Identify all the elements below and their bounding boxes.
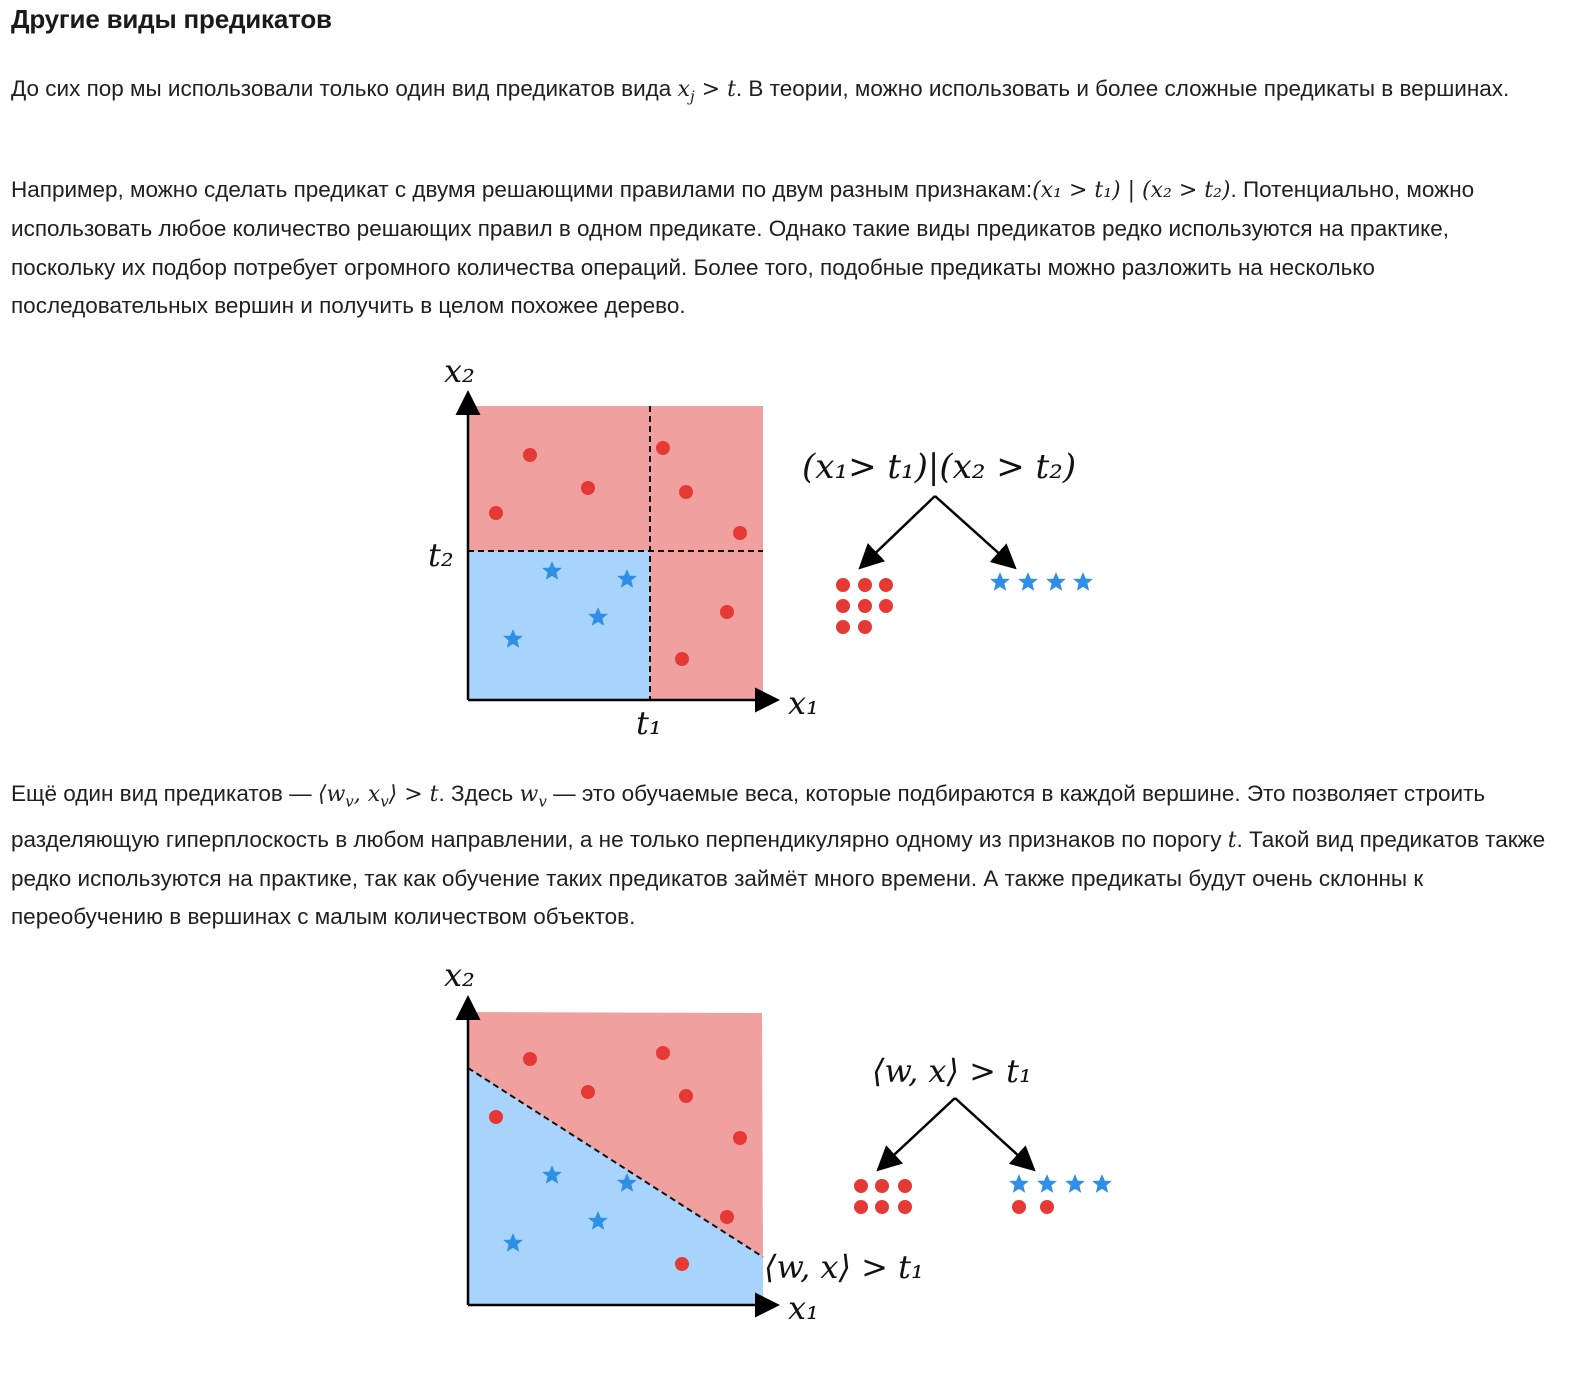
formula-weights: wv — [519, 782, 547, 811]
formula-xj: xj > t — [677, 77, 736, 106]
figure1-t2-label: t₂ — [428, 536, 454, 574]
figure1-t1-label: t₁ — [636, 704, 662, 742]
figure2-red-points — [489, 1046, 747, 1271]
formula-threshold: t — [1227, 827, 1237, 853]
paragraph-3-text-a: Ещё один вид предикатов — — [11, 781, 318, 806]
figure2-tree-edges — [876, 1097, 1036, 1172]
paragraph-3: Ещё один вид предикатов — ⟨wv, xv⟩ > t. … — [11, 781, 1546, 930]
figure2-leaf-right — [1009, 1174, 1112, 1214]
figure2-leaf-left — [854, 1179, 912, 1214]
paragraph-1-text-a: До сих пор мы использовали только один в… — [11, 76, 678, 101]
paragraph-1-text-b: . В теории, можно использовать и более с… — [735, 76, 1510, 101]
figure1-red-points — [489, 441, 747, 666]
section-heading: Другие виды предикатов — [11, 4, 332, 34]
figure1-leaf-right — [990, 572, 1093, 591]
formula-or-predicate: (x₁ > t₁) | (x₂ > t₂) — [1032, 178, 1231, 203]
figure2-x-axis-label: x₁ — [788, 1289, 819, 1327]
figure2-y-axis-label: x₂ — [444, 956, 475, 994]
figure1-x-axis-label: x₁ — [788, 684, 819, 722]
figure1-axes — [455, 390, 780, 713]
figure1-threshold-lines — [468, 406, 763, 700]
paragraph-2: Например, можно сделать предикат с двумя… — [11, 171, 1551, 325]
figure1-tree-edges — [858, 495, 1017, 570]
figure1-regions — [468, 406, 763, 700]
figure1-y-axis-label: x₂ — [444, 352, 475, 390]
paragraph-2-text-a: Например, можно сделать предикат с двумя… — [11, 177, 1033, 202]
figure2-axes — [455, 995, 780, 1318]
paragraph-2-text-b: . Потенциально, можно использовать любое… — [11, 177, 1475, 318]
figure2-regions — [468, 1012, 763, 1305]
figure2-predicate-label: ⟨w, x⟩ > t₁ — [872, 1052, 1032, 1090]
formula-linear-predicate: ⟨wv, xv⟩ > t — [317, 782, 439, 811]
figure2-separating-hyperplane — [467, 1067, 764, 1258]
figure2-boundary-label: ⟨w, x⟩ > t₁ — [764, 1248, 924, 1286]
figure1-predicate-label: (x₁> t₁)|(x₂ > t₂) — [802, 447, 1076, 487]
paragraph-1: До сих пор мы использовали только один в… — [11, 70, 1551, 116]
figure1-leaf-left — [836, 578, 893, 634]
figure-axis-aligned-split: x₂ x₁ t₂ t₁ (x₁> t₁)|(x₂ > t₂) — [428, 352, 1093, 742]
figure-linear-split: x₂ x₁ ⟨w, x⟩ > t₁ ⟨w, x⟩ > t₁ — [444, 956, 1112, 1327]
